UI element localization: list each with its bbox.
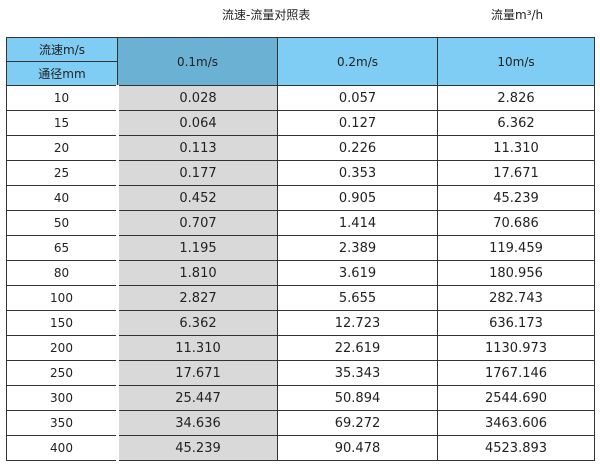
flow-cell: 2.827 xyxy=(116,285,278,311)
column-header: 0.2m/s xyxy=(277,37,438,86)
flow-cell: 11.310 xyxy=(437,135,595,161)
table-title: 流速-流量对照表 xyxy=(222,8,311,22)
velocity-header: 流速m/s xyxy=(6,37,118,62)
diameter-cell: 400 xyxy=(6,435,118,461)
flow-cell: 0.177 xyxy=(116,160,278,186)
table-row: 400 45.239 90.478 4523.893 xyxy=(6,435,595,461)
diameter-cell: 350 xyxy=(6,410,118,436)
flow-cell: 180.956 xyxy=(437,260,595,286)
flow-cell: 45.239 xyxy=(437,185,595,211)
flow-cell: 69.272 xyxy=(277,410,438,436)
table-row: 250 17.671 35.343 1767.146 xyxy=(6,360,595,386)
flow-cell: 636.173 xyxy=(437,310,595,336)
flow-cell: 22.619 xyxy=(277,335,438,361)
flow-cell: 119.459 xyxy=(437,235,595,261)
column-header: 0.1m/s xyxy=(117,37,278,86)
diameter-cell: 10 xyxy=(6,85,118,111)
flow-cell: 0.905 xyxy=(277,185,438,211)
flow-cell: 1.810 xyxy=(116,260,278,286)
flow-cell: 50.894 xyxy=(277,385,438,411)
flow-cell: 17.671 xyxy=(437,160,595,186)
flow-cell: 35.343 xyxy=(277,360,438,386)
diameter-cell: 20 xyxy=(6,135,118,161)
flow-cell: 3.619 xyxy=(277,260,438,286)
flow-cell: 2.826 xyxy=(437,85,595,111)
flow-cell: 0.028 xyxy=(116,85,278,111)
flow-cell: 0.113 xyxy=(116,135,278,161)
table-row: 200 11.310 22.619 1130.973 xyxy=(6,335,595,361)
table-row: 300 25.447 50.894 2544.690 xyxy=(6,385,595,411)
table-row: 25 0.177 0.353 17.671 xyxy=(6,160,595,186)
flow-cell: 45.239 xyxy=(116,435,278,461)
flow-cell: 1767.146 xyxy=(437,360,595,386)
diameter-cell: 65 xyxy=(6,235,118,261)
table-row: 40 0.452 0.905 45.239 xyxy=(6,185,595,211)
flow-cell: 0.064 xyxy=(116,110,278,136)
flow-cell: 12.723 xyxy=(277,310,438,336)
diameter-cell: 150 xyxy=(6,310,118,336)
flow-cell: 2.389 xyxy=(277,235,438,261)
flow-cell: 34.636 xyxy=(116,410,278,436)
flow-cell: 11.310 xyxy=(116,335,278,361)
table-row: 350 34.636 69.272 3463.606 xyxy=(6,410,595,436)
velocity-flow-table: 流速m/s 0.1m/s 0.2m/s 10m/s 通径mm 10 0.028 0.… xyxy=(6,37,595,461)
diameter-cell: 250 xyxy=(6,360,118,386)
diameter-header: 通径mm xyxy=(6,61,118,86)
flow-cell: 1130.973 xyxy=(437,335,595,361)
flow-cell: 5.655 xyxy=(277,285,438,311)
flow-cell: 1.195 xyxy=(116,235,278,261)
diameter-cell: 50 xyxy=(6,210,118,236)
flow-cell: 25.447 xyxy=(116,385,278,411)
flow-cell: 0.127 xyxy=(277,110,438,136)
diameter-cell: 80 xyxy=(6,260,118,286)
diameter-cell: 300 xyxy=(6,385,118,411)
flow-cell: 90.478 xyxy=(277,435,438,461)
flow-cell: 1.414 xyxy=(277,210,438,236)
flow-cell: 0.353 xyxy=(277,160,438,186)
column-header: 10m/s xyxy=(437,37,595,86)
flow-cell: 282.743 xyxy=(437,285,595,311)
diameter-cell: 100 xyxy=(6,285,118,311)
flow-cell: 0.452 xyxy=(116,185,278,211)
flow-cell: 0.226 xyxy=(277,135,438,161)
table-row: 80 1.810 3.619 180.956 xyxy=(6,260,595,286)
diameter-cell: 25 xyxy=(6,160,118,186)
flow-cell: 4523.893 xyxy=(437,435,595,461)
flow-cell: 0.057 xyxy=(277,85,438,111)
flow-unit-label: 流量m³/h xyxy=(491,8,544,22)
table-row: 50 0.707 1.414 70.686 xyxy=(6,210,595,236)
diameter-cell: 15 xyxy=(6,110,118,136)
flow-cell: 2544.690 xyxy=(437,385,595,411)
table-row: 150 6.362 12.723 636.173 xyxy=(6,310,595,336)
table-row: 100 2.827 5.655 282.743 xyxy=(6,285,595,311)
flow-cell: 70.686 xyxy=(437,210,595,236)
flow-cell: 6.362 xyxy=(116,310,278,336)
table-row: 20 0.113 0.226 11.310 xyxy=(6,135,595,161)
table-row: 65 1.195 2.389 119.459 xyxy=(6,235,595,261)
flow-cell: 3463.606 xyxy=(437,410,595,436)
table-row: 15 0.064 0.127 6.362 xyxy=(6,110,595,136)
flow-cell: 0.707 xyxy=(116,210,278,236)
diameter-cell: 200 xyxy=(6,335,118,361)
table-row: 10 0.028 0.057 2.826 xyxy=(6,85,595,111)
flow-cell: 6.362 xyxy=(437,110,595,136)
flow-cell: 17.671 xyxy=(116,360,278,386)
diameter-cell: 40 xyxy=(6,185,118,211)
